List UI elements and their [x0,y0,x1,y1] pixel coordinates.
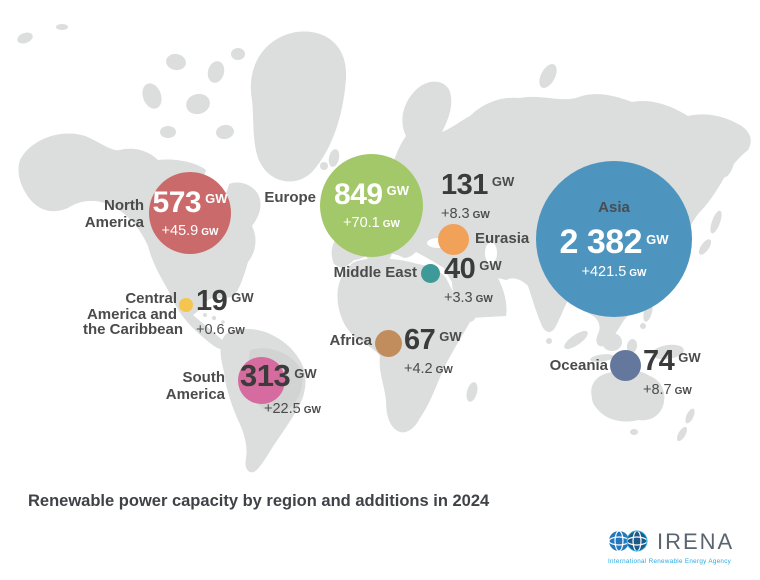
capacity-unit: GW [386,183,409,198]
bubble-south-america [238,357,285,404]
bubble-middle-east [421,264,440,283]
stat-oceania: 74 GW +8.7 GW [643,345,701,399]
capacity-unit: GW [491,174,515,189]
capacity-value: 2 382 GW [560,225,669,259]
landmass-australia [591,369,665,422]
irena-wordmark: IRENA [657,529,735,554]
stat-central-america: 19 GW +0.6 GW [196,285,254,339]
capacity-unit: GW [205,190,228,206]
label-line: Middle East [333,264,417,281]
label-eurasia: Eurasia [475,230,529,247]
label-south-america: South America [148,369,225,403]
addition-value: +421.5 GW [582,264,647,280]
addition-number: +4.2 [404,361,433,377]
stat-middle-east: 40 GW +3.3 GW [444,253,502,307]
capacity-number: 2 382 [559,222,643,261]
addition-number: +0.6 [196,322,225,338]
addition-unit: GW [201,226,219,238]
bubble-north-america: 573 GW +45.9 GW [149,172,231,254]
capacity-number: 40 [444,253,476,285]
addition-number: +8.7 [643,382,672,398]
bubble-oceania [610,350,641,381]
label-line: South [182,369,226,386]
capacity-unit: GW [479,258,502,273]
bubble-asia: Asia 2 382 GW +421.5 GW [536,161,692,317]
stat-south-america: 313 GW +22.5 GW [240,360,321,417]
addition-number: +45.9 [161,222,199,239]
addition-number: +3.3 [444,290,473,306]
addition-unit: GW [382,219,400,230]
capacity-unit: GW [439,329,462,344]
label-africa: Africa [300,332,372,349]
landmass-greenland [250,31,347,182]
addition-unit: GW [435,365,453,376]
addition-unit: GW [475,294,493,305]
capacity-number: 573 [152,185,202,219]
capacity-number: 67 [404,324,436,356]
capacity-value: 573 GW [152,185,228,219]
addition-unit: GW [303,405,321,416]
label-line: Eurasia [475,230,530,247]
addition-value: +70.1 GW [343,215,400,231]
addition-unit: GW [674,386,692,397]
label-line: America and [86,305,177,323]
label-line: Oceania [549,357,608,374]
label-line: Europe [264,189,316,206]
addition-number: +70.1 [343,215,380,231]
label-europe: Europe [230,189,316,206]
addition-number: +8.3 [441,206,470,222]
label-line: Central [125,290,177,307]
label-central-america: Central America and the Caribbean [83,290,183,338]
stat-africa: 67 GW +4.2 GW [404,324,462,378]
addition-number: +22.5 [264,401,301,417]
addition-value: +45.9 GW [162,223,219,239]
label-line: Africa [329,332,372,349]
label-asia: Asia [598,198,630,216]
landmass-africa [337,258,476,433]
label-line: America [84,214,144,231]
bubble-europe: 849 GW +70.1 GW [320,154,423,257]
bubble-africa [375,330,402,357]
stat-eurasia: 131 GW +8.3 GW [441,169,515,223]
irena-globes-icon [608,530,648,552]
capacity-number: 849 [334,178,383,211]
label-line: America [165,386,225,403]
capacity-unit: GW [646,231,669,247]
label-north-america: North America [52,197,144,231]
label-line: the Caribbean [83,321,184,338]
capacity-value: 849 GW [334,180,409,210]
capacity-number: 313 [240,358,291,393]
label-line: North [104,197,144,214]
capacity-unit: GW [231,290,254,305]
capacity-number: 131 [441,169,488,201]
label-oceania: Oceania [518,357,608,374]
irena-tagline: International Renewable Energy Agency [608,558,732,565]
capacity-number: 19 [196,285,228,317]
addition-unit: GW [629,267,647,279]
capacity-number: 74 [643,345,675,377]
capacity-unit: GW [678,350,701,365]
addition-unit: GW [227,326,245,337]
chart-title: Renewable power capacity by region and a… [28,492,490,510]
label-middle-east: Middle East [317,264,417,281]
bubble-eurasia [438,224,469,255]
addition-number: +421.5 [581,263,627,280]
irena-logo: IRENA International Renewable Energy Age… [608,528,750,566]
bubble-central-america [179,298,193,312]
addition-unit: GW [472,210,490,221]
capacity-unit: GW [294,366,317,381]
